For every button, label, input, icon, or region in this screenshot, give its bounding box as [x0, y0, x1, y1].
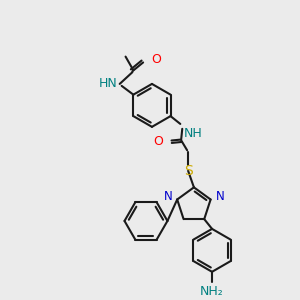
Text: NH₂: NH₂	[200, 286, 224, 298]
Text: N: N	[164, 190, 172, 203]
Text: NH: NH	[184, 127, 203, 140]
Text: O: O	[153, 135, 163, 148]
Text: HN: HN	[99, 77, 118, 90]
Text: O: O	[151, 53, 161, 66]
Text: N: N	[215, 190, 224, 203]
Text: S: S	[184, 164, 193, 178]
